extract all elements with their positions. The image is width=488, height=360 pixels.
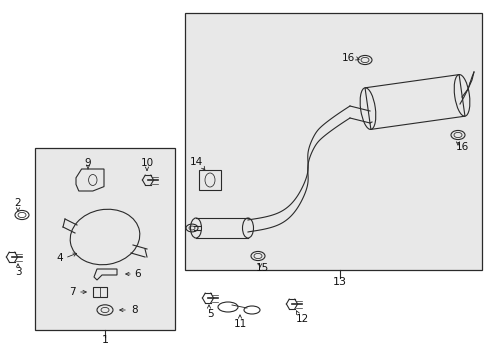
Text: 4: 4	[57, 253, 63, 263]
Text: 11: 11	[233, 319, 246, 329]
Text: 6: 6	[134, 269, 141, 279]
Text: 7: 7	[68, 287, 75, 297]
Text: 8: 8	[131, 305, 138, 315]
Text: 13: 13	[332, 277, 346, 287]
Bar	[184, 13, 481, 270]
Text: 15: 15	[255, 263, 268, 273]
Text: 1: 1	[102, 335, 108, 345]
Text: 12: 12	[295, 314, 308, 324]
Text: 16: 16	[341, 53, 354, 63]
Text: 16: 16	[454, 142, 468, 152]
Text: 10: 10	[140, 158, 153, 168]
Bar	[35, 148, 175, 330]
Bar	[93, 287, 107, 297]
Text: 14: 14	[189, 157, 202, 167]
Text: 9: 9	[84, 158, 91, 168]
Text: 3: 3	[15, 267, 21, 277]
Text: 2: 2	[15, 198, 21, 208]
Text: 5: 5	[206, 309, 213, 319]
Bar	[199, 170, 221, 190]
